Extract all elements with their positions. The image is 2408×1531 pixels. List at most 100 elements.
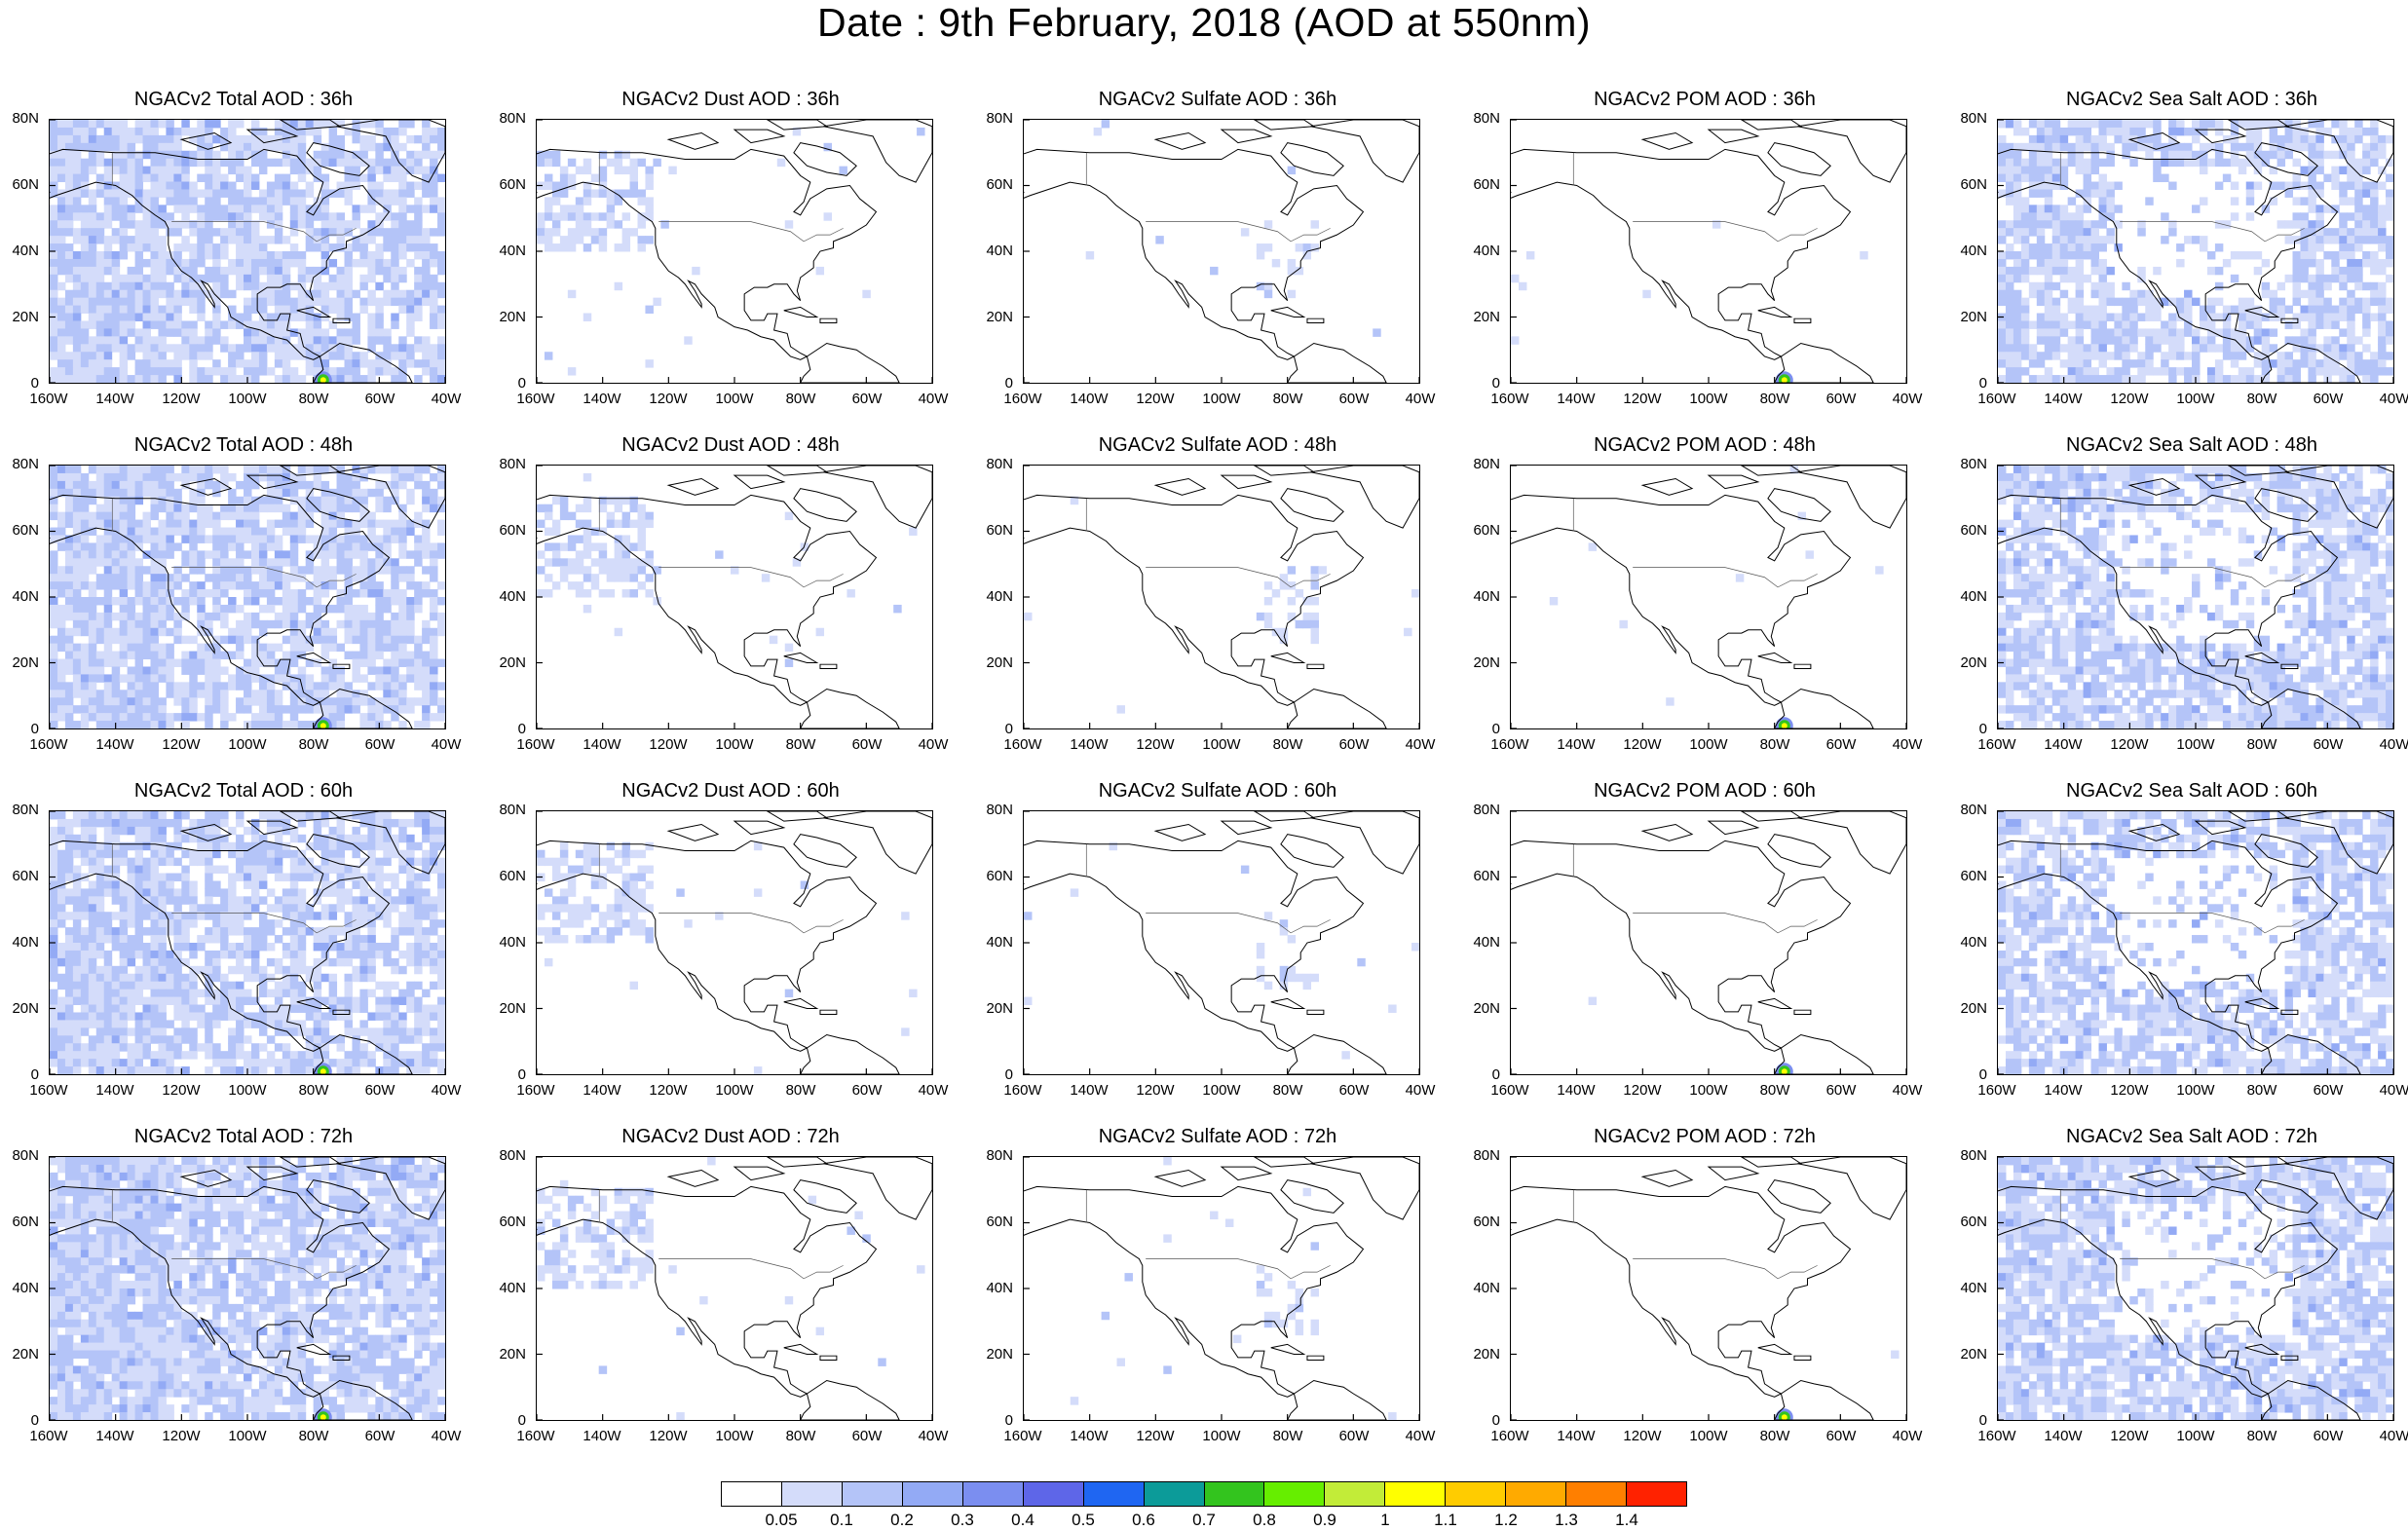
panel-title: NGACv2 Sea Salt AOD : 48h xyxy=(1948,433,2408,457)
arctic-island-2 xyxy=(768,120,827,130)
aod-hotspot xyxy=(320,1414,326,1420)
arctic-island-1 xyxy=(1709,1167,1758,1180)
lat-label: 80N xyxy=(487,457,526,472)
lon-label: 80W xyxy=(2238,737,2286,753)
lat-label: 0 xyxy=(1948,1413,1987,1429)
greenland-coastline xyxy=(1797,811,1906,874)
lon-label: 120W xyxy=(644,392,693,407)
map-panel-seasalt-72h: NGACv2 Sea Salt AOD : 72h 80N 60N 40N 20N 0 16… xyxy=(1948,1125,2408,1456)
map-frame xyxy=(536,1156,933,1421)
colorbar-label: 0.4 xyxy=(998,1512,1047,1529)
lat-label: 20N xyxy=(1461,310,1500,325)
cuba-coastline xyxy=(784,307,817,317)
lon-label: 40W xyxy=(1396,392,1445,407)
lat-label: 20N xyxy=(1948,1347,1987,1363)
lat-label: 0 xyxy=(0,376,39,392)
arctic-island-2 xyxy=(1255,1157,1314,1167)
aod-hotspot xyxy=(1782,377,1787,383)
lat-label: 20N xyxy=(974,1001,1013,1017)
lat-label: 20N xyxy=(0,310,39,325)
lon-label: 80W xyxy=(2238,392,2286,407)
baffin-coastline xyxy=(794,1180,856,1214)
lon-label: 40W xyxy=(422,1083,470,1099)
baffin-coastline xyxy=(1768,143,1830,176)
north-america-coastline xyxy=(1511,495,1850,705)
lon-label: 100W xyxy=(1684,737,1733,753)
aod-map xyxy=(1511,1157,1906,1420)
map-frame xyxy=(1023,810,1420,1075)
lon-label: 40W xyxy=(909,737,958,753)
map-panel-pom-36h: NGACv2 POM AOD : 36h 80N 60N 40N 20N 0 160W 140… xyxy=(1461,88,1948,419)
lon-label: 160W xyxy=(1486,1083,1534,1099)
hispaniola-coastline xyxy=(1794,1356,1811,1360)
panel-title: NGACv2 Sulfate AOD : 60h xyxy=(974,779,1461,803)
lon-label: 160W xyxy=(24,737,73,753)
lon-label: 60W xyxy=(1330,1429,1378,1444)
lon-label: 80W xyxy=(2238,1083,2286,1099)
lon-label: 80W xyxy=(1750,1083,1799,1099)
lat-label: 20N xyxy=(1461,1001,1500,1017)
lon-label: 80W xyxy=(776,1429,825,1444)
lon-label: 80W xyxy=(1263,737,1312,753)
colorbar-swatch xyxy=(1084,1482,1145,1506)
us-canada-border xyxy=(1146,1259,1330,1279)
lat-label: 0 xyxy=(974,1067,1013,1083)
cuba-coastline xyxy=(1758,653,1791,662)
greenland-coastline xyxy=(823,811,932,874)
colorbar-swatch xyxy=(1325,1482,1385,1506)
lat-label: 40N xyxy=(487,589,526,605)
lon-label: 160W xyxy=(1486,392,1534,407)
lat-label: 60N xyxy=(0,177,39,193)
colorbar-swatch xyxy=(1385,1482,1446,1506)
arctic-island-0 xyxy=(1642,479,1692,496)
aod-hotspot xyxy=(1782,723,1787,728)
lat-label: 60N xyxy=(1461,869,1500,884)
lon-label: 160W xyxy=(1973,1429,2021,1444)
arctic-island-1 xyxy=(734,475,784,489)
lon-label: 40W xyxy=(909,392,958,407)
lon-label: 80W xyxy=(1263,392,1312,407)
hispaniola-coastline xyxy=(1307,318,1324,322)
lat-label: 40N xyxy=(974,589,1013,605)
lon-label: 120W xyxy=(2105,392,2154,407)
lon-label: 160W xyxy=(511,392,560,407)
map-frame xyxy=(536,810,933,1075)
arctic-island-1 xyxy=(1709,130,1758,143)
map-panel-sulfate-60h: NGACv2 Sulfate AOD : 60h 80N 60N 40N 20N 0 160… xyxy=(974,779,1461,1110)
lon-label: 140W xyxy=(91,1083,139,1099)
lon-label: 140W xyxy=(578,1083,626,1099)
map-frame xyxy=(1997,119,2394,384)
lon-label: 140W xyxy=(91,1429,139,1444)
lat-label: 80N xyxy=(1948,803,1987,818)
north-america-coastline xyxy=(1511,1186,1850,1397)
lat-label: 60N xyxy=(1461,177,1500,193)
map-panel-sulfate-36h: NGACv2 Sulfate AOD : 36h 80N 60N 40N 20N 0 160… xyxy=(974,88,1461,419)
lat-label: 60N xyxy=(1948,523,1987,539)
lon-label: 100W xyxy=(2171,392,2220,407)
lon-label: 60W xyxy=(1817,737,1865,753)
lon-label: 120W xyxy=(1618,1429,1667,1444)
colorbar-swatch xyxy=(1566,1482,1627,1506)
lon-label: 40W xyxy=(909,1429,958,1444)
lon-label: 40W xyxy=(2370,737,2408,753)
lat-label: 40N xyxy=(487,243,526,259)
arctic-island-1 xyxy=(734,1167,784,1180)
lat-label: 60N xyxy=(0,523,39,539)
map-frame xyxy=(1510,119,1907,384)
lon-label: 100W xyxy=(2171,737,2220,753)
lon-label: 160W xyxy=(24,1429,73,1444)
panel-title: NGACv2 POM AOD : 60h xyxy=(1461,779,1948,803)
aod-map xyxy=(1511,466,1906,728)
us-canada-border xyxy=(1633,568,1817,587)
lat-label: 60N xyxy=(974,177,1013,193)
map-panel-total-60h: NGACv2 Total AOD : 60h 80N 60N 40N 20N 0 160W 1… xyxy=(0,779,487,1110)
north-america-coastline xyxy=(537,149,876,359)
aod-map xyxy=(1024,1157,1419,1420)
map-frame xyxy=(536,119,933,384)
cuba-coastline xyxy=(1758,307,1791,317)
colorbar-swatch xyxy=(722,1482,782,1506)
aod-shading xyxy=(1589,997,1597,1005)
lon-label: 120W xyxy=(1618,392,1667,407)
aod-hotspot xyxy=(1782,1068,1787,1074)
lon-label: 140W xyxy=(1065,1429,1113,1444)
